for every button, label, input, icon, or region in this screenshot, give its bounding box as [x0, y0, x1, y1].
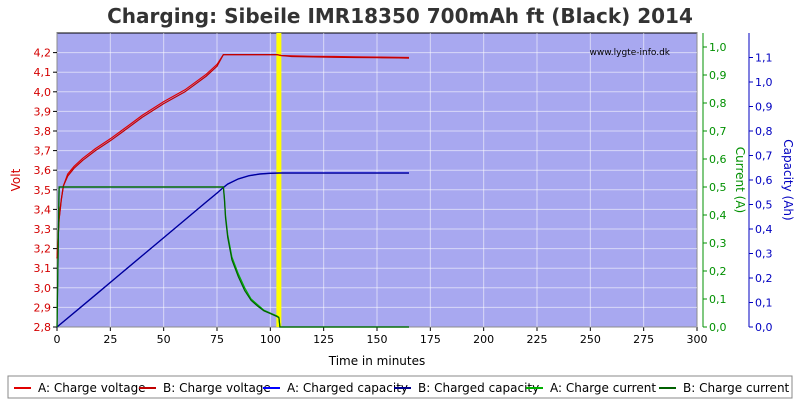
x-tick-label: 250 — [580, 333, 601, 346]
y-right2-tick-label: 0,6 — [755, 174, 773, 187]
y-right1-tick-label: 0,7 — [709, 125, 727, 138]
y-left-tick-label: 3,7 — [34, 145, 52, 158]
series-line — [56, 172, 409, 328]
y-left-tick-label: 3,8 — [34, 125, 52, 138]
legend: A: Charge voltage B: Charge voltage A: Cha… — [7, 375, 793, 399]
y-left-tick-label: 2,9 — [34, 301, 52, 314]
series-line — [56, 186, 409, 328]
plot-area: 0 25 50 75 100 125 150 175 200 225 250 275 300 2,8 2,9… — [9, 32, 795, 368]
y-left-tick-label: 3,1 — [34, 262, 52, 275]
x-tick-label: 125 — [313, 333, 334, 346]
y-left-tick-label: 3,6 — [34, 164, 52, 177]
watermark: www.lygte-info.dk — [590, 48, 671, 58]
y-right2-axis-label: Capacity (Ah) — [781, 139, 795, 220]
legend-label: B: Charge current — [683, 381, 790, 395]
y-left-tick-label: 3,5 — [34, 184, 52, 197]
y-left-tick-label: 3,2 — [34, 243, 52, 256]
y-right2-tick-label: 0,1 — [755, 297, 773, 310]
y-left-tick-label: 3,4 — [34, 203, 52, 216]
y-right1-tick-label: 0,4 — [709, 209, 727, 222]
y-left-tick-label: 4,0 — [34, 86, 52, 99]
y-right1-tick-label: 0,3 — [709, 237, 727, 250]
series-line — [56, 53, 410, 259]
y-left-tick-label: 3,3 — [34, 223, 52, 236]
x-tick-label: 50 — [157, 333, 171, 346]
y-right1-axis-label: Current (A) — [733, 147, 747, 213]
x-tick-label: 175 — [420, 333, 441, 346]
y-right1-tick-label: 0,2 — [709, 265, 727, 278]
legend-label: A: Charge voltage — [38, 381, 146, 395]
x-tick-label: 200 — [473, 333, 494, 346]
y-left-tick-label: 3,9 — [34, 105, 52, 118]
y-right2-tick-label: 0,7 — [755, 150, 773, 163]
y-right2-tick-label: 1,1 — [755, 52, 773, 65]
x-tick-label: 25 — [103, 333, 117, 346]
series-line — [56, 53, 410, 259]
y-right2-tick-label: 0,5 — [755, 199, 773, 212]
y-left-axis-label: Volt — [9, 168, 23, 191]
x-tick-label: 0 — [54, 333, 61, 346]
y-left-tick-label: 2,8 — [34, 321, 52, 334]
legend-label: B: Charged capacity — [418, 381, 539, 395]
y-right1-tick-label: 0,6 — [709, 153, 727, 166]
x-tick-label: 100 — [260, 333, 281, 346]
y-right2-tick-label: 0,4 — [755, 223, 773, 236]
x-axis-label: Time in minutes — [328, 354, 426, 368]
y-right1-tick-label: 1,0 — [709, 41, 727, 54]
chart-title: Charging: Sibeile IMR18350 700mAh ft (Bl… — [107, 4, 693, 28]
y-right2-tick-label: 0,3 — [755, 248, 773, 261]
x-tick-label: 75 — [210, 333, 224, 346]
y-right1-tick-label: 0,9 — [709, 69, 727, 82]
y-right2-tick-label: 0,2 — [755, 272, 773, 285]
x-tick-label: 150 — [367, 333, 388, 346]
y-right1-tick-label: 0,0 — [709, 321, 727, 334]
y-right1-tick-label: 0,1 — [709, 293, 727, 306]
x-tick-label: 300 — [687, 333, 708, 346]
y-left-tick-label: 4,1 — [34, 66, 52, 79]
y-right2-tick-label: 0,0 — [755, 321, 773, 334]
y-left-tick-label: 4,2 — [34, 47, 52, 60]
legend-label: B: Charge voltage — [163, 381, 271, 395]
y-right2-tick-label: 0,8 — [755, 125, 773, 138]
legend-label: A: Charge current — [550, 381, 656, 395]
y-left-tick-label: 3,0 — [34, 282, 52, 295]
x-tick-label: 225 — [527, 333, 548, 346]
x-tick-label: 275 — [633, 333, 654, 346]
legend-label: A: Charged capacity — [287, 381, 408, 395]
y-right2-tick-label: 1,0 — [755, 76, 773, 89]
y-right2-tick-label: 0,9 — [755, 101, 773, 114]
y-right1-tick-label: 0,5 — [709, 181, 727, 194]
y-right1-tick-label: 0,8 — [709, 97, 727, 110]
